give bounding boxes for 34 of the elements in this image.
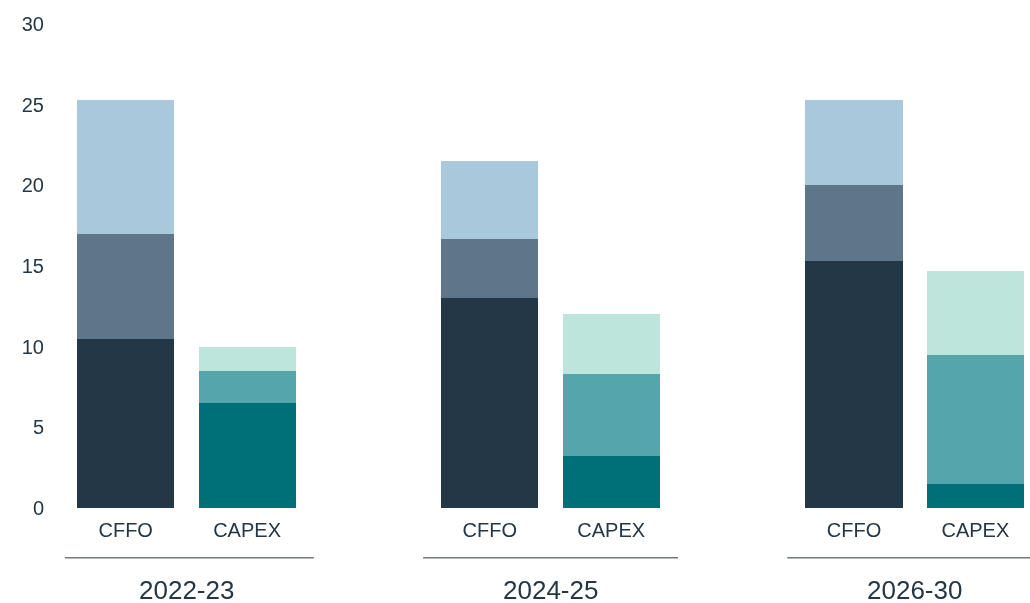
bar xyxy=(77,338,175,508)
bar xyxy=(562,456,660,508)
bar xyxy=(805,261,903,508)
x-tick-label: CFFO xyxy=(98,519,153,541)
bar xyxy=(198,346,296,371)
y-tick-label: 25 xyxy=(21,93,44,116)
x-tick-label: CAPEX xyxy=(213,519,281,541)
bar xyxy=(805,185,903,262)
bar xyxy=(441,161,539,239)
bar xyxy=(198,403,296,508)
text: 2024-25 xyxy=(503,575,599,603)
bar xyxy=(77,99,175,234)
x-tick-label: CAPEX xyxy=(941,519,1010,541)
bar xyxy=(562,314,660,375)
bar xyxy=(198,370,296,404)
text: 2026-30 xyxy=(867,575,963,603)
y-tick-label: 15 xyxy=(21,255,44,277)
bar xyxy=(562,374,660,457)
x-tick-label: CFFO xyxy=(826,519,882,541)
x-tick-label: CAPEX xyxy=(577,519,646,541)
bar xyxy=(805,99,903,186)
y-tick-label: 0 xyxy=(32,497,44,519)
bar xyxy=(77,233,175,339)
bar xyxy=(441,298,539,508)
bar xyxy=(926,354,1024,484)
y-tick-label: 5 xyxy=(32,416,44,439)
bar xyxy=(926,483,1024,508)
y-tick-label: 10 xyxy=(21,335,44,358)
y-tick-label: 30 xyxy=(21,13,44,35)
y-tick-label: 20 xyxy=(21,174,44,197)
bar xyxy=(926,270,1024,355)
bar xyxy=(441,238,539,299)
x-tick-label: CFFO xyxy=(462,519,518,541)
text: 2022-23 xyxy=(139,575,235,603)
